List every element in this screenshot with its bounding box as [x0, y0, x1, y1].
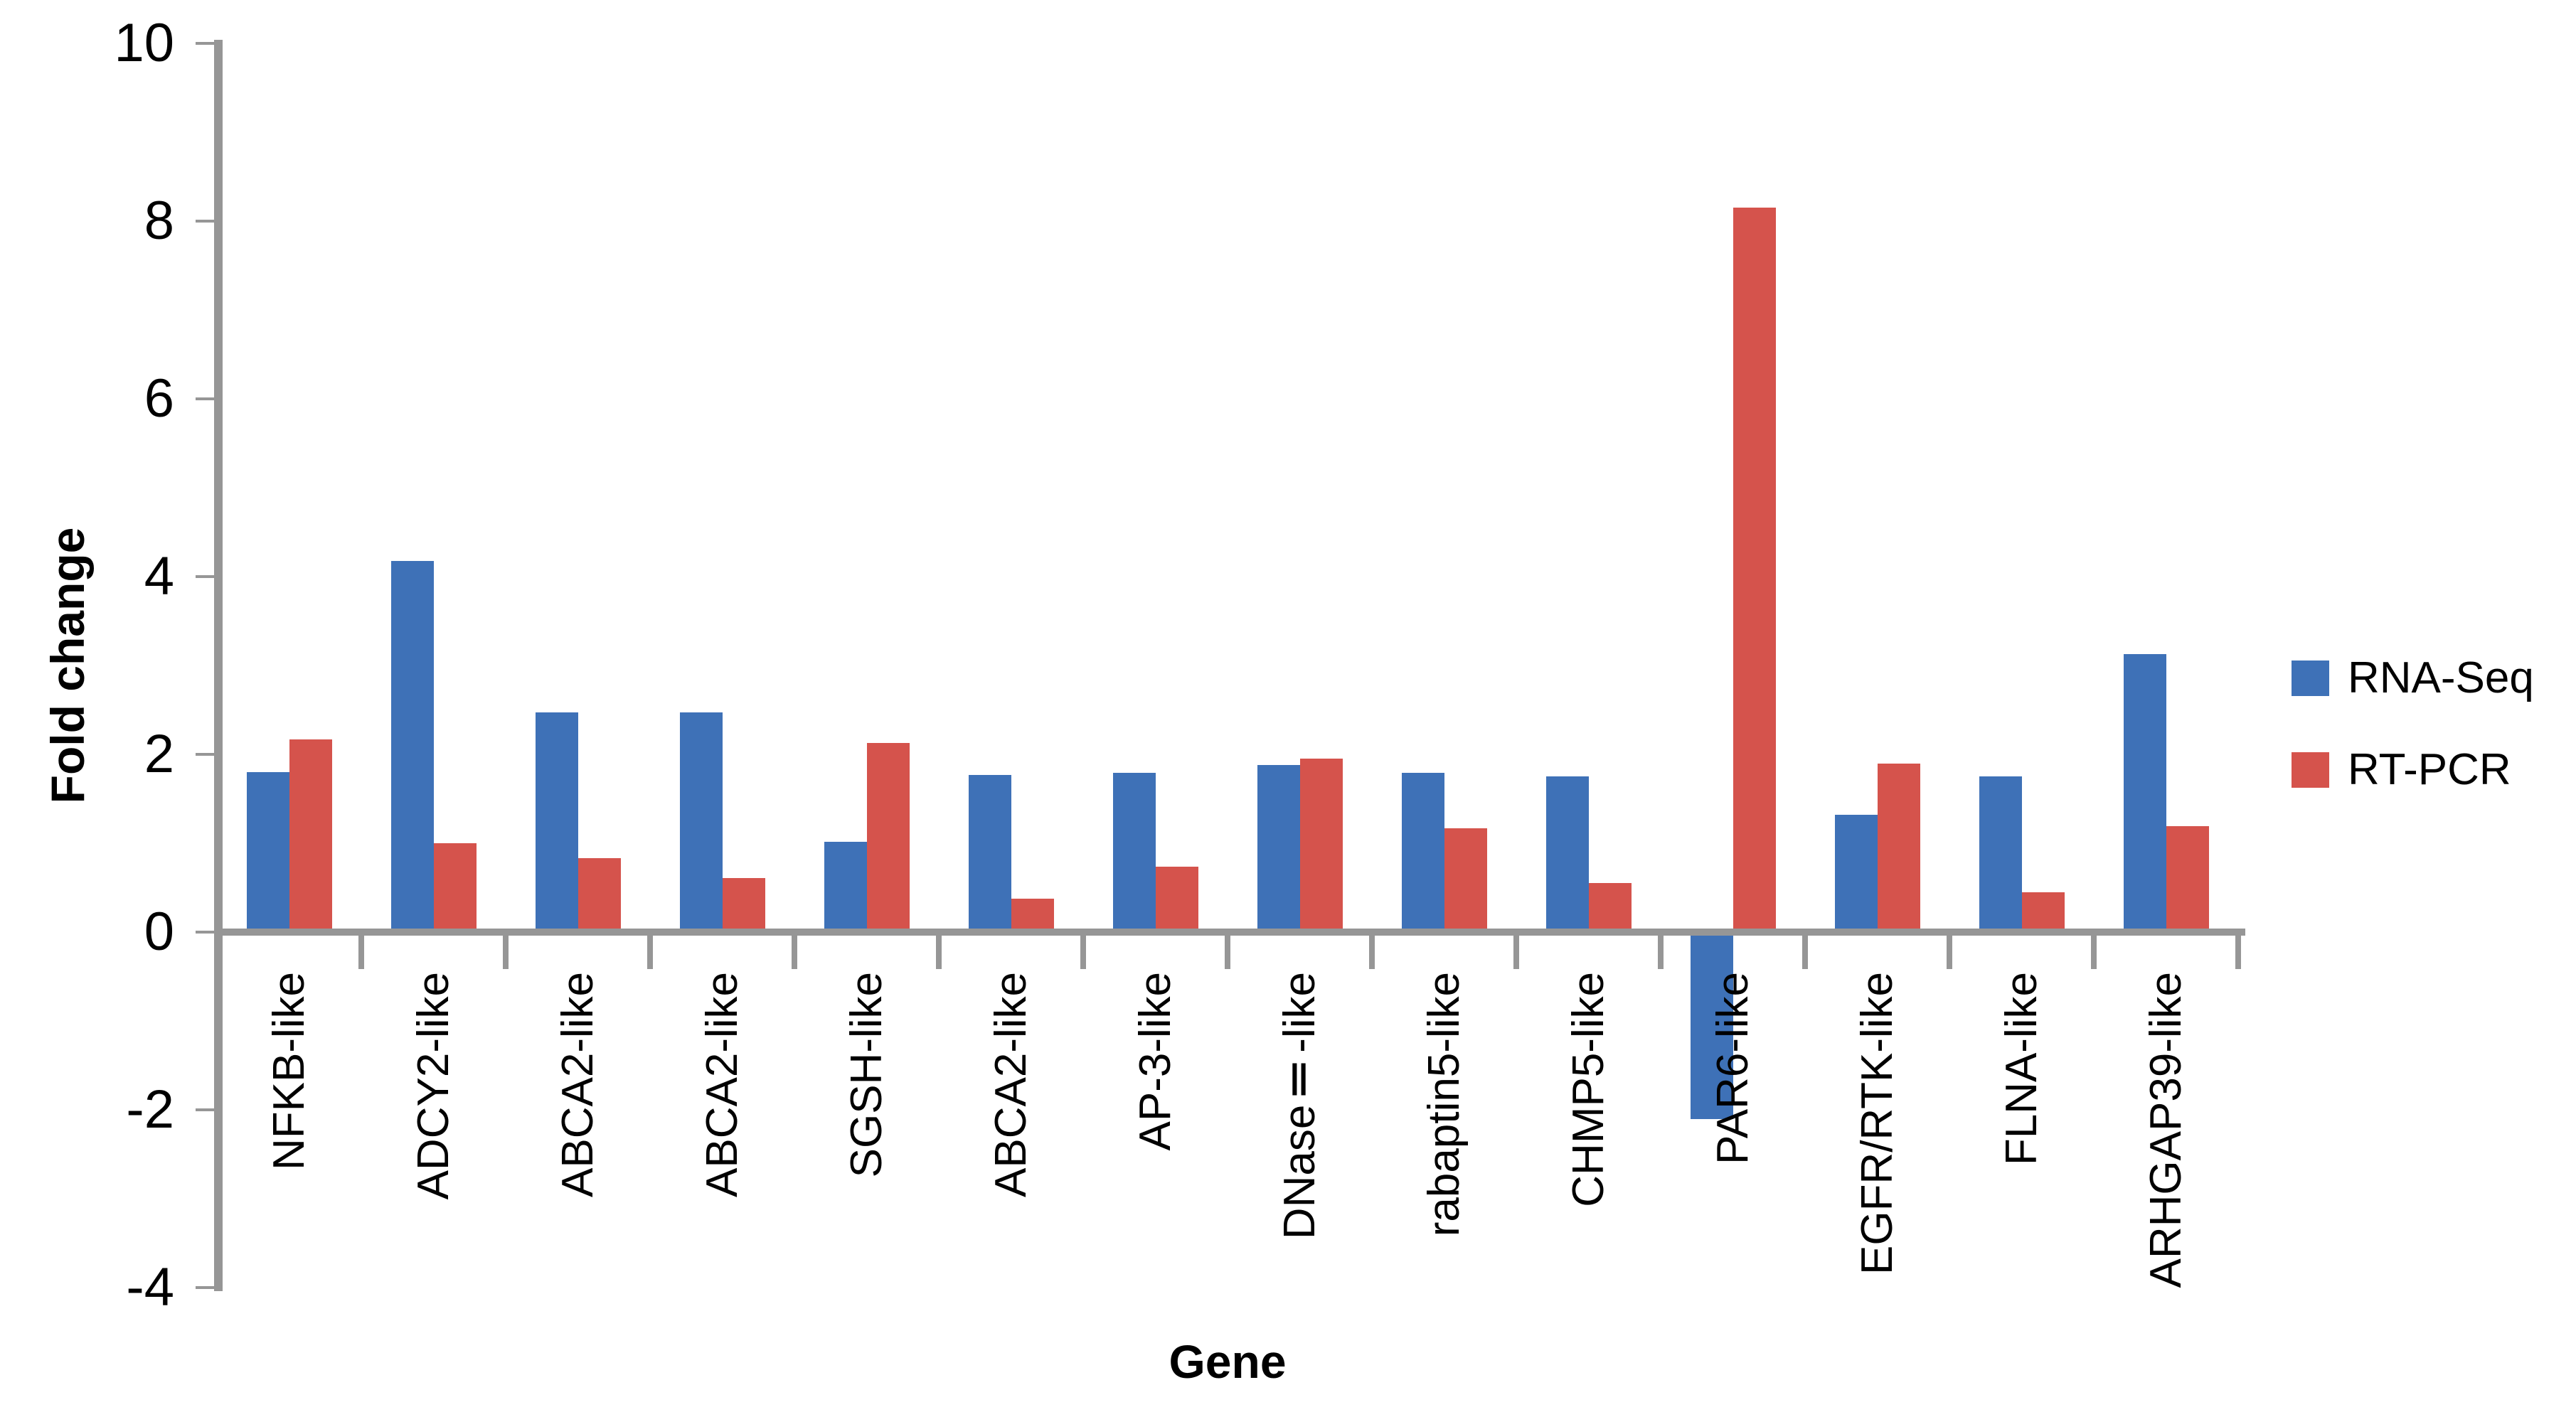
bar-rna-seq-13: [2123, 653, 2166, 932]
bar-rna-seq-12: [1979, 776, 2022, 933]
bar-rna-seq-6: [1112, 773, 1156, 933]
bar-rt-pcr-12: [2021, 892, 2065, 932]
bar-rt-pcr-11: [1877, 763, 1920, 933]
bar-rna-seq-7: [1257, 765, 1300, 932]
x-tick-mark: [1369, 932, 1375, 969]
category-label: CHMP5-like: [1563, 972, 1613, 1207]
bar-rna-seq-10: [1690, 932, 1733, 1119]
x-tick-mark: [936, 932, 942, 969]
category-label: NFKB-like: [264, 972, 314, 1171]
bar-rt-pcr-2: [578, 858, 621, 933]
x-tick-mark: [503, 932, 509, 969]
y-tick-mark: [196, 753, 215, 756]
y-tick-mark: [196, 575, 215, 578]
bar-rt-pcr-3: [722, 877, 765, 932]
bar-rt-pcr-13: [2166, 826, 2209, 933]
x-tick-mark: [1802, 932, 1808, 969]
bar-rt-pcr-6: [1155, 866, 1198, 933]
category-label: EGFR/RTK-like: [1852, 972, 1902, 1275]
bar-rna-seq-2: [535, 712, 578, 933]
bar-rt-pcr-5: [1011, 898, 1054, 933]
bar-rt-pcr-1: [433, 843, 477, 932]
bar-rt-pcr-8: [1444, 828, 1487, 932]
category-label: FLNA-like: [1996, 972, 2046, 1166]
y-tick-mark: [196, 1108, 215, 1111]
x-tick-mark: [2235, 932, 2241, 969]
x-tick-mark: [358, 932, 364, 969]
y-tick-label: -4: [126, 1257, 174, 1317]
y-tick-mark: [196, 397, 215, 400]
bar-rna-seq-1: [390, 560, 434, 933]
bar-rna-seq-0: [246, 772, 289, 932]
legend-entry-rt-pcr: RT-PCR: [2292, 744, 2511, 795]
x-tick-mark: [214, 932, 220, 969]
y-tick-mark: [196, 220, 215, 223]
y-tick-label: 10: [114, 13, 174, 73]
category-label: rabaptin5-like: [1419, 972, 1469, 1237]
bar-rna-seq-4: [824, 841, 867, 933]
y-tick-label: -2: [126, 1079, 174, 1140]
legend-label: RNA-Seq: [2348, 653, 2534, 702]
bar-rna-seq-3: [679, 712, 723, 933]
category-label: ABCA2-like: [986, 972, 1036, 1197]
x-tick-mark: [647, 932, 653, 969]
y-tick-label: 4: [144, 546, 174, 606]
y-axis-line: [214, 40, 223, 1291]
x-tick-mark: [1658, 932, 1664, 969]
x-tick-mark: [1225, 932, 1230, 969]
category-label: ABCA2-like: [553, 972, 602, 1197]
y-tick-label: 8: [144, 191, 174, 251]
category-label: SGSH-like: [841, 972, 891, 1178]
y-tick-mark: [196, 1286, 215, 1289]
y-tick-label: 6: [144, 368, 174, 429]
bar-rt-pcr-0: [289, 739, 332, 932]
legend-label: RT-PCR: [2348, 745, 2511, 794]
category-label: DNaseⅡ-like: [1274, 972, 1324, 1240]
legend-swatch-icon: [2292, 660, 2329, 696]
x-tick-mark: [1947, 932, 1952, 969]
bar-rt-pcr-4: [866, 742, 910, 932]
bar-rt-pcr-7: [1299, 759, 1343, 933]
category-label: ADCY2-like: [408, 972, 458, 1200]
x-tick-mark: [2091, 932, 2097, 969]
x-tick-mark: [1513, 932, 1519, 969]
category-label: ARHGAP39-like: [2141, 972, 2191, 1288]
bar-rna-seq-11: [1834, 815, 1878, 932]
x-tick-mark: [1080, 932, 1086, 969]
bar-rna-seq-9: [1545, 776, 1589, 933]
bar-rna-seq-8: [1401, 773, 1444, 933]
legend-entry-rna-seq: RNA-Seq: [2292, 653, 2534, 703]
category-label: ABCA2-like: [697, 972, 747, 1197]
category-label: AP-3-like: [1130, 972, 1180, 1151]
x-tick-mark: [792, 932, 797, 969]
bar-rt-pcr-9: [1588, 883, 1632, 933]
bar-rt-pcr-10: [1733, 208, 1776, 933]
category-label: PAR6-like: [1708, 972, 1757, 1165]
y-tick-mark: [196, 42, 215, 45]
legend-swatch-icon: [2292, 752, 2329, 788]
y-tick-mark: [196, 931, 215, 934]
x-axis-title: Gene: [1169, 1335, 1287, 1388]
bar-rna-seq-5: [968, 774, 1011, 932]
y-tick-label: 0: [144, 902, 174, 962]
y-tick-label: 2: [144, 724, 174, 784]
